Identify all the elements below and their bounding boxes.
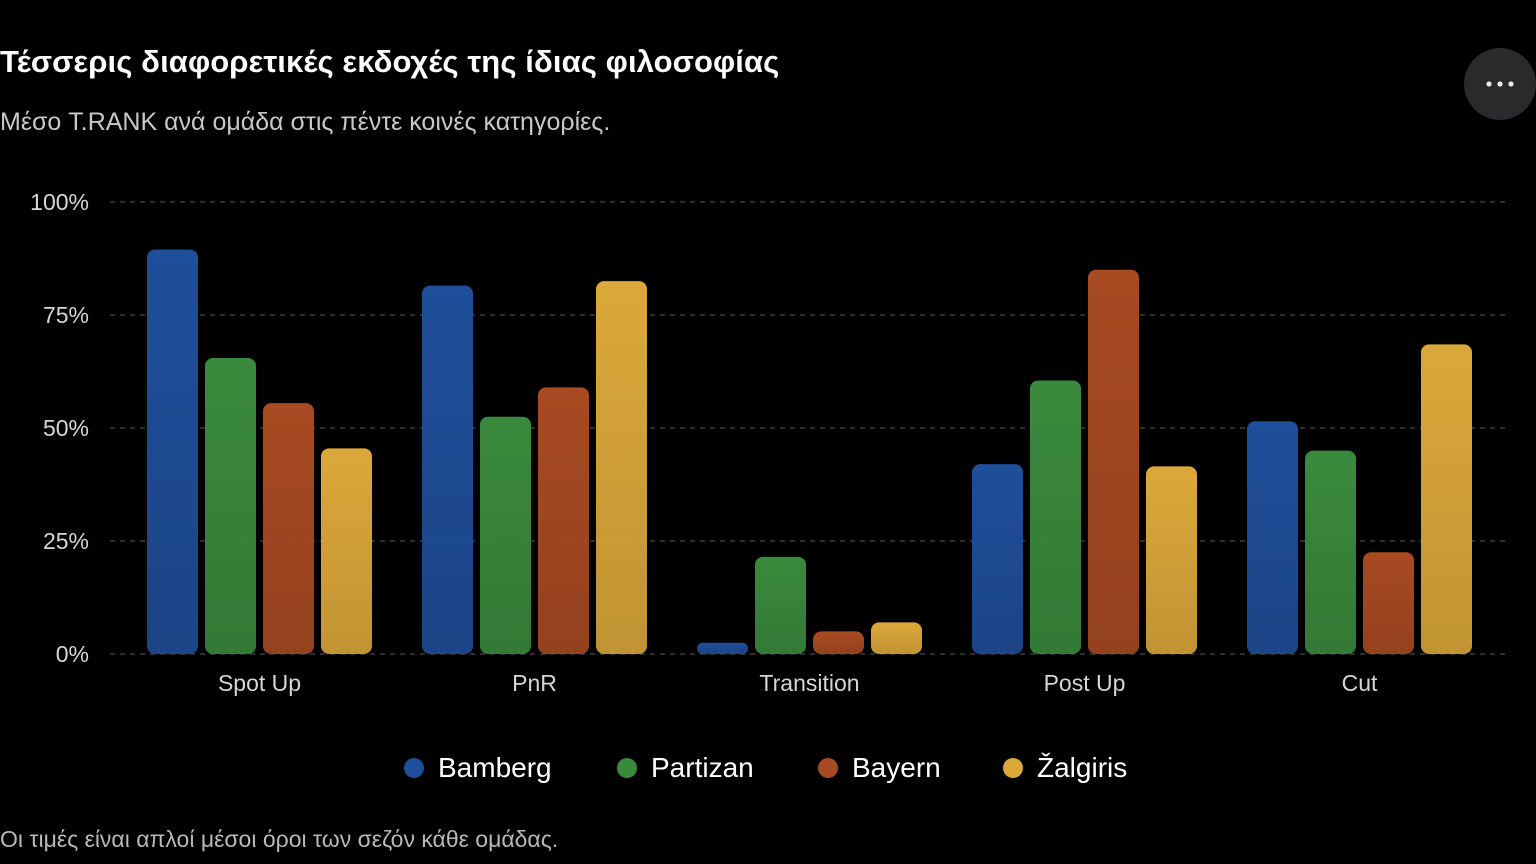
footnote: Οι τιμές είναι απλοί μέσοι όροι των σεζό… bbox=[0, 826, 559, 852]
bar-partizan-post-up[interactable] bbox=[1030, 380, 1081, 654]
x-category-label: Post Up bbox=[1044, 670, 1126, 696]
bar-partizan-transition[interactable] bbox=[755, 556, 806, 654]
chart-subtitle: Μέσο T.RANK ανά ομάδα στις πέντε κοινές … bbox=[0, 108, 611, 136]
y-tick-label: 0% bbox=[56, 641, 89, 667]
y-tick-label: 25% bbox=[43, 528, 89, 554]
bar-bamberg-transition[interactable] bbox=[697, 642, 748, 654]
bar--algiris-cut[interactable] bbox=[1421, 344, 1472, 654]
y-tick-label: 75% bbox=[43, 302, 89, 328]
legend-label: Partizan bbox=[651, 752, 754, 783]
bar--algiris-spot-up[interactable] bbox=[321, 448, 372, 654]
bar-bayern-pnr[interactable] bbox=[538, 387, 589, 654]
legend-item-bamberg[interactable]: Bamberg bbox=[404, 748, 552, 788]
chart-title: Τέσσερις διαφορετικές εκδοχές της ίδιας … bbox=[0, 44, 780, 79]
more-options-button[interactable] bbox=[1464, 48, 1536, 120]
bar--algiris-transition[interactable] bbox=[871, 622, 922, 654]
bar--algiris-pnr[interactable] bbox=[596, 281, 647, 654]
legend-swatch bbox=[1003, 758, 1023, 778]
legend-label: Bamberg bbox=[438, 752, 552, 783]
legend-swatch bbox=[617, 758, 637, 778]
bar-bamberg-cut[interactable] bbox=[1247, 421, 1298, 654]
legend-swatch bbox=[404, 758, 424, 778]
bar-bayern-spot-up[interactable] bbox=[263, 403, 314, 654]
legend-label: Bayern bbox=[852, 752, 941, 783]
bar--algiris-post-up[interactable] bbox=[1146, 466, 1197, 654]
bar-partizan-pnr[interactable] bbox=[480, 416, 531, 654]
legend-label: Žalgiris bbox=[1037, 752, 1128, 783]
bar-partizan-spot-up[interactable] bbox=[205, 357, 256, 654]
x-category-label: PnR bbox=[512, 670, 557, 696]
x-category-label: Cut bbox=[1342, 670, 1378, 696]
bar-bamberg-pnr[interactable] bbox=[422, 285, 473, 654]
x-category-label: Spot Up bbox=[218, 670, 301, 696]
bar-bamberg-spot-up[interactable] bbox=[147, 249, 198, 654]
bar-partizan-cut[interactable] bbox=[1305, 450, 1356, 654]
legend-item--algiris[interactable]: Žalgiris bbox=[1003, 748, 1127, 788]
legend-item-partizan[interactable]: Partizan bbox=[617, 748, 754, 788]
y-tick-label: 50% bbox=[43, 415, 89, 441]
legend-item-bayern[interactable]: Bayern bbox=[818, 748, 941, 788]
bar-bamberg-post-up[interactable] bbox=[972, 464, 1023, 654]
x-category-label: Transition bbox=[759, 670, 859, 696]
bar-bayern-cut[interactable] bbox=[1363, 552, 1414, 654]
bar-bayern-transition[interactable] bbox=[813, 631, 864, 654]
more-horizontal-icon bbox=[1486, 81, 1514, 87]
legend-swatch bbox=[818, 758, 838, 778]
y-tick-label: 100% bbox=[30, 189, 89, 215]
chart-legend: Bamberg Partizan Bayern Žalgiris bbox=[0, 748, 1536, 788]
bar-bayern-post-up[interactable] bbox=[1088, 269, 1139, 654]
bar-chart: 0% 25% 50% 75% 100% Spot Up PnR Transition Post … bbox=[30, 189, 1508, 696]
